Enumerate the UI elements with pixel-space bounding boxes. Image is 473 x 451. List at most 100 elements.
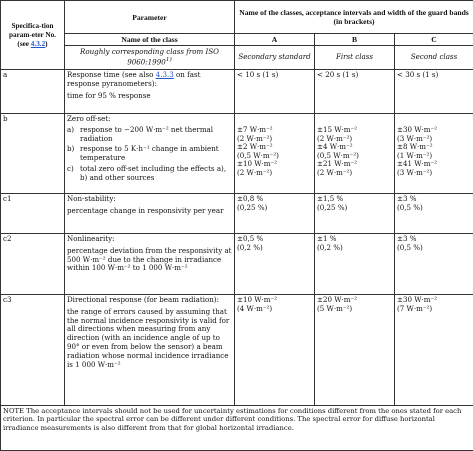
iso-class-a: Secondary standard (235, 46, 315, 70)
row-b-sub-b-label: b) (67, 145, 77, 163)
row-c2-b-guard: (0,2 %) (317, 243, 343, 252)
row-c1-c: ±3 % (397, 194, 416, 203)
row-b-sub-c-label: c) (67, 165, 77, 183)
row-c1-a-guard: (0,25 %) (237, 203, 267, 212)
row-a-line1: Response time (see also 4.3.3 on fast re… (67, 71, 232, 89)
row-b-a2: ±2 W·m⁻² (237, 142, 273, 151)
row-a-line2: time for 95 % response (67, 92, 232, 101)
row-c3-b: ±20 W·m⁻² (317, 295, 357, 304)
spec-link[interactable]: 4.3.2 (31, 40, 45, 48)
row-b-c3-guard: (3 W·m⁻²) (397, 168, 432, 177)
row-b-c2: ±8 W·m⁻² (397, 142, 433, 151)
spec-no-header: Specifica-tion param-eter No. (see 4.3.2… (1, 1, 65, 70)
iso-class-text: Roughly corresponding class from ISO 906… (80, 47, 219, 67)
row-a-link[interactable]: 4.3.3 (156, 70, 174, 79)
row-b-b-val1: ±15 W·m⁻²(2 W·m⁻²) (317, 126, 392, 143)
row-c2-c: ±3 % (397, 234, 416, 243)
row-c2-title: Nonlinearity: (67, 235, 232, 244)
row-b-sub-a: a)response to −200 W·m⁻² net thermal rad… (67, 126, 232, 144)
row-b-a-val1: ±7 W·m⁻²(2 W·m⁻²) (237, 126, 312, 143)
row-b-a3: ±10 W·m⁻² (237, 159, 277, 168)
row-b-b2: ±4 W·m⁻² (317, 142, 353, 151)
row-b-title: Zero off-set: (67, 115, 232, 124)
table-note: NOTE The acceptance intervals should not… (1, 406, 473, 451)
row-c3-param: Directional response (for beam radiation… (65, 295, 235, 406)
row-c3-class-a: ±10 W·m⁻²(4 W·m⁻²) (235, 295, 315, 406)
row-b-c-val3: ±41 W·m⁻²(3 W·m⁻²) (397, 160, 471, 177)
row-b-sub-c-text: total zero off-set including the effects… (80, 165, 232, 183)
row-b-class-b: ±15 W·m⁻²(2 W·m⁻²) ±4 W·m⁻²(0,5 W·m⁻²) ±… (315, 114, 395, 194)
row-a: a Response time (see also 4.3.3 on fast … (1, 70, 473, 114)
row-b-b1: ±15 W·m⁻² (317, 125, 357, 134)
row-b-sub-c: c)total zero off-set including the effec… (67, 165, 232, 183)
row-c2-a-guard: (0,2 %) (237, 243, 263, 252)
name-of-class-label: Name of the class (65, 34, 235, 46)
row-c1-class-a: ±0,8 %(0,25 %) (235, 194, 315, 234)
row-c1-param: Non-stability: percentage change in resp… (65, 194, 235, 234)
row-b: b Zero off-set: a)response to −200 W·m⁻²… (1, 114, 473, 194)
row-c1-b-guard: (0,25 %) (317, 203, 347, 212)
row-c2-b: ±1 % (317, 234, 336, 243)
row-b-a-val3: ±10 W·m⁻²(2 W·m⁻²) (237, 160, 312, 177)
row-c1-class-b: ±1,5 %(0,25 %) (315, 194, 395, 234)
row-b-class-c: ±30 W·m⁻²(3 W·m⁻²) ±8 W·m⁻²(1 W·m⁻²) ±41… (395, 114, 473, 194)
row-c3-a-guard: (4 W·m⁻²) (237, 304, 272, 313)
row-c2-desc: percentage deviation from the responsivi… (67, 247, 232, 273)
row-c2-class-a: ±0,5 %(0,2 %) (235, 234, 315, 295)
row-c1-class-c: ±3 %(0,5 %) (395, 194, 473, 234)
iso-footnote-ref: 1) (166, 57, 172, 63)
row-b-c-val1: ±30 W·m⁻²(3 W·m⁻²) (397, 126, 471, 143)
row-c1: c1 Non-stability: percentage change in r… (1, 194, 473, 234)
row-b-a1: ±7 W·m⁻² (237, 125, 273, 134)
row-c3-b-guard: (5 W·m⁻²) (317, 304, 352, 313)
row-c3-c-guard: (7 W·m⁻²) (397, 304, 432, 313)
row-b-a-val2: ±2 W·m⁻²(0,5 W·m⁻²) (237, 143, 312, 160)
row-c3-class-c: ±30 W·m⁻²(7 W·m⁻²) (395, 295, 473, 406)
iso-class-label: Roughly corresponding class from ISO 906… (65, 46, 235, 70)
row-c2-class-b: ±1 %(0,2 %) (315, 234, 395, 295)
row-b-sub-b: b)response to 5 K·h⁻¹ change in ambient … (67, 145, 232, 163)
iso-class-b: First class (315, 46, 395, 70)
classes-header: Name of the classes, acceptance interval… (235, 1, 473, 34)
class-b-header: B (315, 34, 395, 46)
row-b-b3: ±21 W·m⁻² (317, 159, 357, 168)
row-b-param: Zero off-set: a)response to −200 W·m⁻² n… (65, 114, 235, 194)
row-c1-c-guard: (0,5 %) (397, 203, 423, 212)
row-b-class-a: ±7 W·m⁻²(2 W·m⁻²) ±2 W·m⁻²(0,5 W·m⁻²) ±1… (235, 114, 315, 194)
note-row: NOTE The acceptance intervals should not… (1, 406, 473, 451)
iso-class-c: Second class (395, 46, 473, 70)
row-b-c-val2: ±8 W·m⁻²(1 W·m⁻²) (397, 143, 471, 160)
row-b-a3-guard: (2 W·m⁻²) (237, 168, 272, 177)
row-c2-param: Nonlinearity: percentage deviation from … (65, 234, 235, 295)
row-a-id: a (1, 70, 65, 114)
row-c3-title: Directional response (for beam radiation… (67, 296, 232, 305)
row-b-sub-a-label: a) (67, 126, 77, 144)
row-b-sub-a-text: response to −200 W·m⁻² net thermal radia… (80, 126, 232, 144)
header-row-3: Roughly corresponding class from ISO 906… (1, 46, 473, 70)
row-a-class-c: < 30 s (1 s) (395, 70, 473, 114)
parameter-header: Parameter (65, 1, 235, 34)
row-c3-desc: the range of errors caused by assuming t… (67, 308, 232, 370)
row-b-b3-guard: (2 W·m⁻²) (317, 168, 352, 177)
row-b-id: b (1, 114, 65, 194)
row-a-class-a: < 10 s (1 s) (235, 70, 315, 114)
header-row-1: Specifica-tion param-eter No. (see 4.3.2… (1, 1, 473, 34)
row-c2-id: c2 (1, 234, 65, 295)
row-b-c1: ±30 W·m⁻² (397, 125, 437, 134)
row-c1-desc: percentage change in responsivity per ye… (67, 207, 232, 216)
row-c2: c2 Nonlinearity: percentage deviation fr… (1, 234, 473, 295)
spec-no-close: ) (45, 40, 47, 48)
row-c3-class-b: ±20 W·m⁻²(5 W·m⁻²) (315, 295, 395, 406)
class-a-header: A (235, 34, 315, 46)
row-c1-b: ±1,5 % (317, 194, 343, 203)
row-c1-id: c1 (1, 194, 65, 234)
row-c2-class-c: ±3 %(0,5 %) (395, 234, 473, 295)
header-row-2: Name of the class A B C (1, 34, 473, 46)
row-c2-a: ±0,5 % (237, 234, 263, 243)
row-b-b-val2: ±4 W·m⁻²(0,5 W·m⁻²) (317, 143, 392, 160)
row-c3-id: c3 (1, 295, 65, 406)
row-a-class-b: < 20 s (1 s) (315, 70, 395, 114)
row-a-param: Response time (see also 4.3.3 on fast re… (65, 70, 235, 114)
